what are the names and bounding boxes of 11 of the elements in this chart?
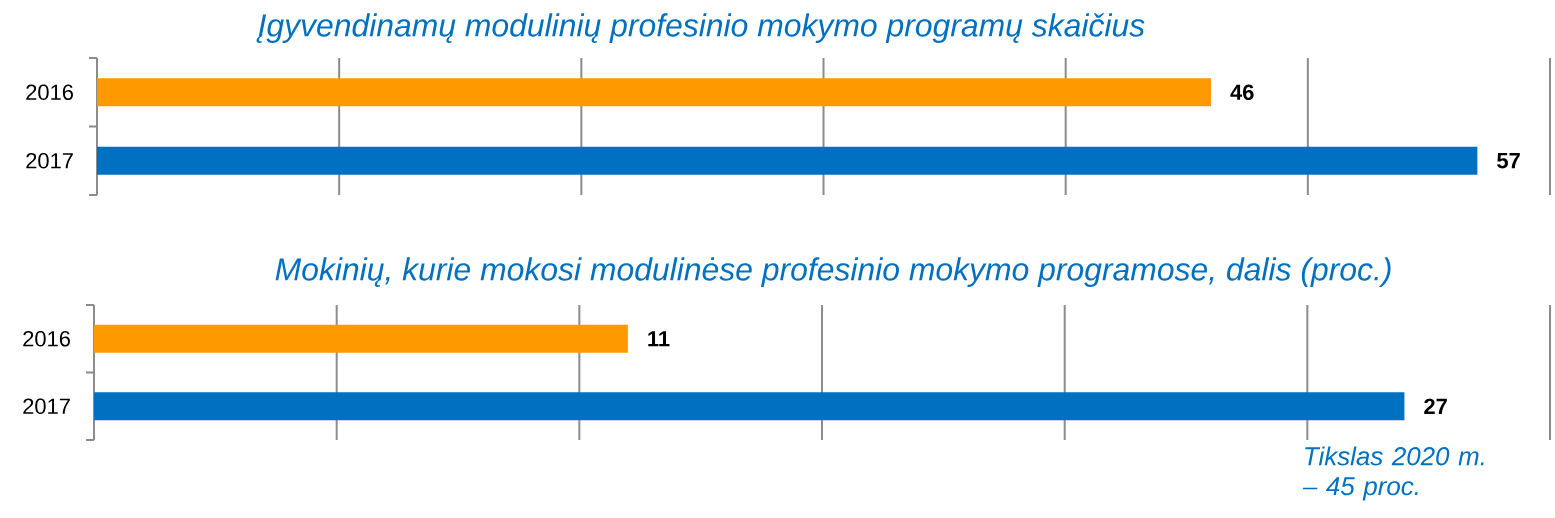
chart-title: Mokinių, kurie mokosi modulinėse profesinio mokymo programose, dalis (proc.) <box>275 257 1391 288</box>
y-tick-label: 2016 <box>23 331 70 347</box>
y-tick-label: 2017 <box>23 398 70 415</box>
y-tick-label: 2017 <box>26 153 73 169</box>
y-tick-label: 2016 <box>26 84 73 101</box>
data-label: 46 <box>1230 84 1254 101</box>
chart-title: Įgyvendinamų modulinių profesinio mokymo programų skaičius <box>256 13 1145 44</box>
data-label: 57 <box>1497 153 1520 169</box>
data-label: 11 <box>648 331 670 347</box>
text: Tikslas 2020 m. – 45 proc. <box>1302 446 1484 501</box>
data-label: 27 <box>1424 398 1447 414</box>
